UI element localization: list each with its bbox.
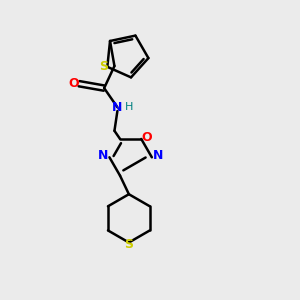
Text: O: O bbox=[68, 76, 79, 90]
Text: S: S bbox=[124, 238, 134, 251]
Text: O: O bbox=[141, 131, 152, 144]
Text: S: S bbox=[99, 60, 108, 73]
Text: N: N bbox=[98, 149, 108, 162]
Text: N: N bbox=[112, 101, 122, 114]
Text: H: H bbox=[124, 102, 133, 112]
Text: N: N bbox=[153, 149, 164, 162]
